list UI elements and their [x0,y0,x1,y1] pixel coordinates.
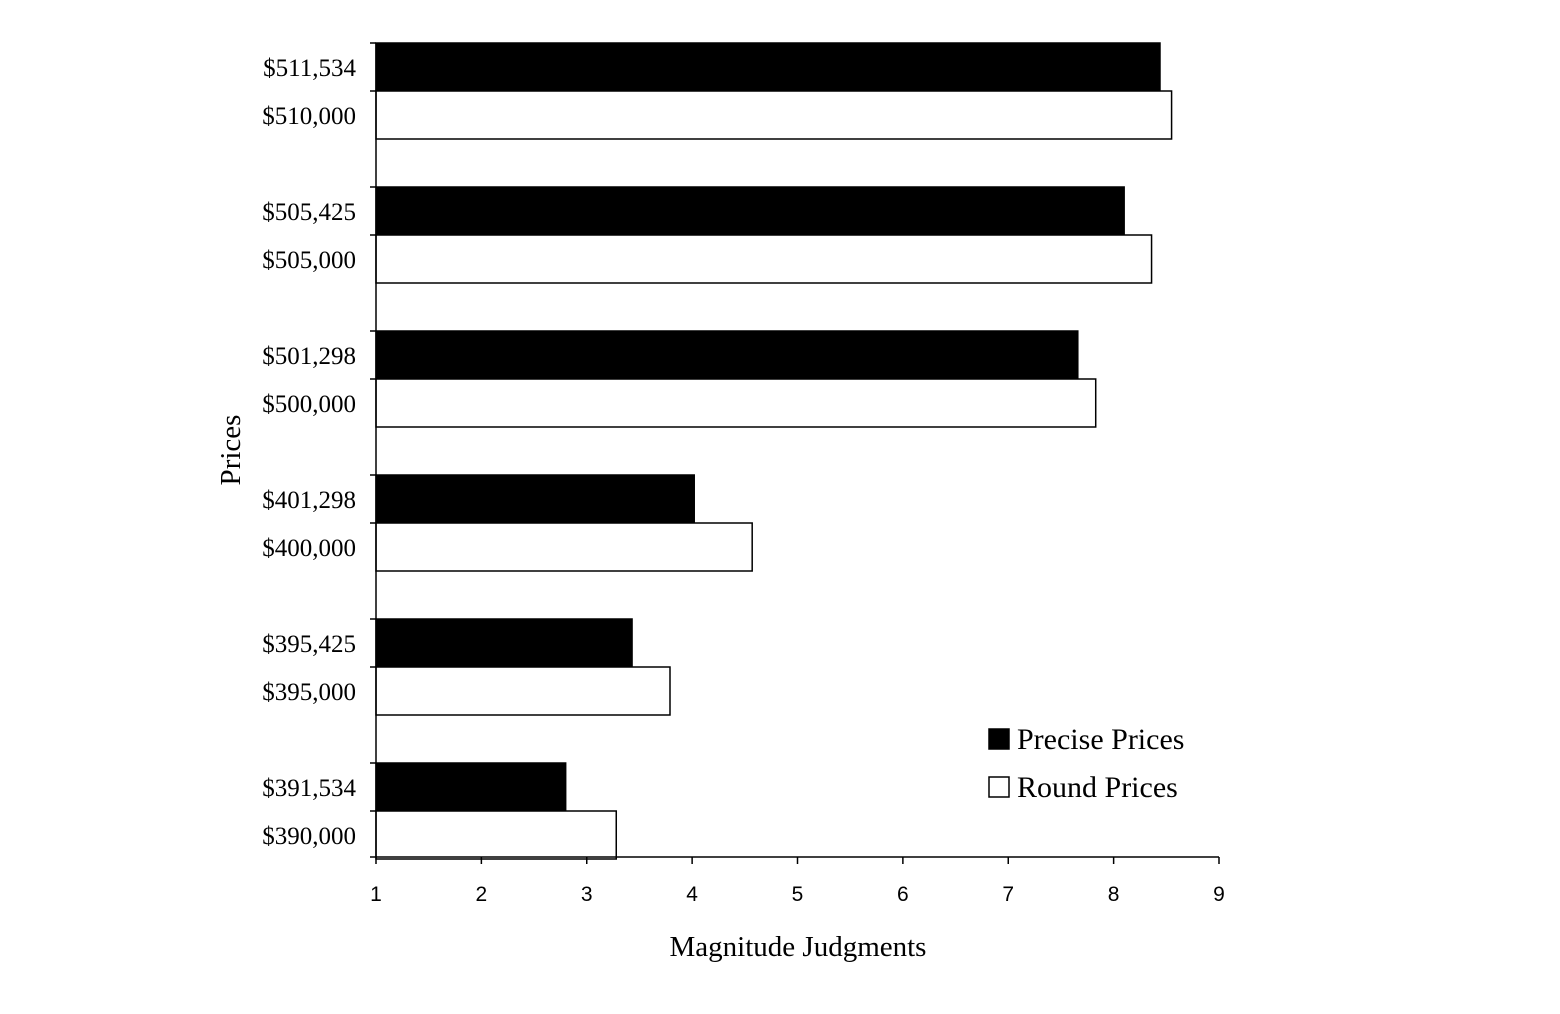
category-label-round-4: $395,000 [262,679,356,706]
category-label-round-0: $510,000 [262,103,356,130]
category-label-precise-0: $511,534 [263,55,356,82]
bar-precise-1 [375,186,1125,236]
legend: Precise Prices Round Prices [988,723,1184,804]
category-label-precise-1: $505,425 [262,199,356,226]
bar-precise-5 [375,762,567,812]
y-axis-title: Prices [215,415,247,486]
bar-round-2 [375,378,1097,428]
bar-precise-4 [375,618,633,668]
category-label-round-3: $400,000 [262,535,356,562]
bar-round-0 [375,90,1173,140]
x-tick-label: 3 [581,883,593,906]
x-ticks: 1 2 3 4 5 6 7 8 9 [370,857,1225,906]
bar-round-4 [375,666,671,716]
category-labels: $511,534 $510,000 $505,425 $505,000 $501,298… [262,55,356,850]
category-label-round-5: $390,000 [262,823,356,850]
bar-round-3 [375,522,753,572]
category-label-precise-3: $401,298 [262,487,356,514]
bar-precise-3 [375,474,695,524]
bar-precise-0 [375,42,1161,92]
bar-precise-2 [375,330,1079,380]
x-tick-label: 2 [476,883,488,906]
x-tick-label: 5 [792,883,804,906]
x-tick-label: 6 [897,883,909,906]
x-axis-title: Magnitude Judgments [670,931,927,963]
bar-round-1 [375,234,1153,284]
bar-round-5 [375,810,618,860]
category-label-round-2: $500,000 [262,391,356,418]
bars-group [370,42,1173,860]
legend-label-precise: Precise Prices [1017,723,1184,756]
x-tick-label: 1 [370,883,382,906]
category-label-precise-4: $395,425 [262,631,356,658]
x-tick-label: 4 [686,883,698,906]
category-label-precise-2: $501,298 [262,343,356,370]
legend-swatch-round [988,776,1010,798]
x-tick-label: 7 [1002,883,1014,906]
x-tick-label: 9 [1213,883,1225,906]
category-label-round-1: $505,000 [262,247,356,274]
x-tick-label: 8 [1108,883,1120,906]
legend-label-round: Round Prices [1017,771,1178,804]
legend-swatch-precise [988,728,1010,750]
category-label-precise-5: $391,534 [262,775,356,802]
